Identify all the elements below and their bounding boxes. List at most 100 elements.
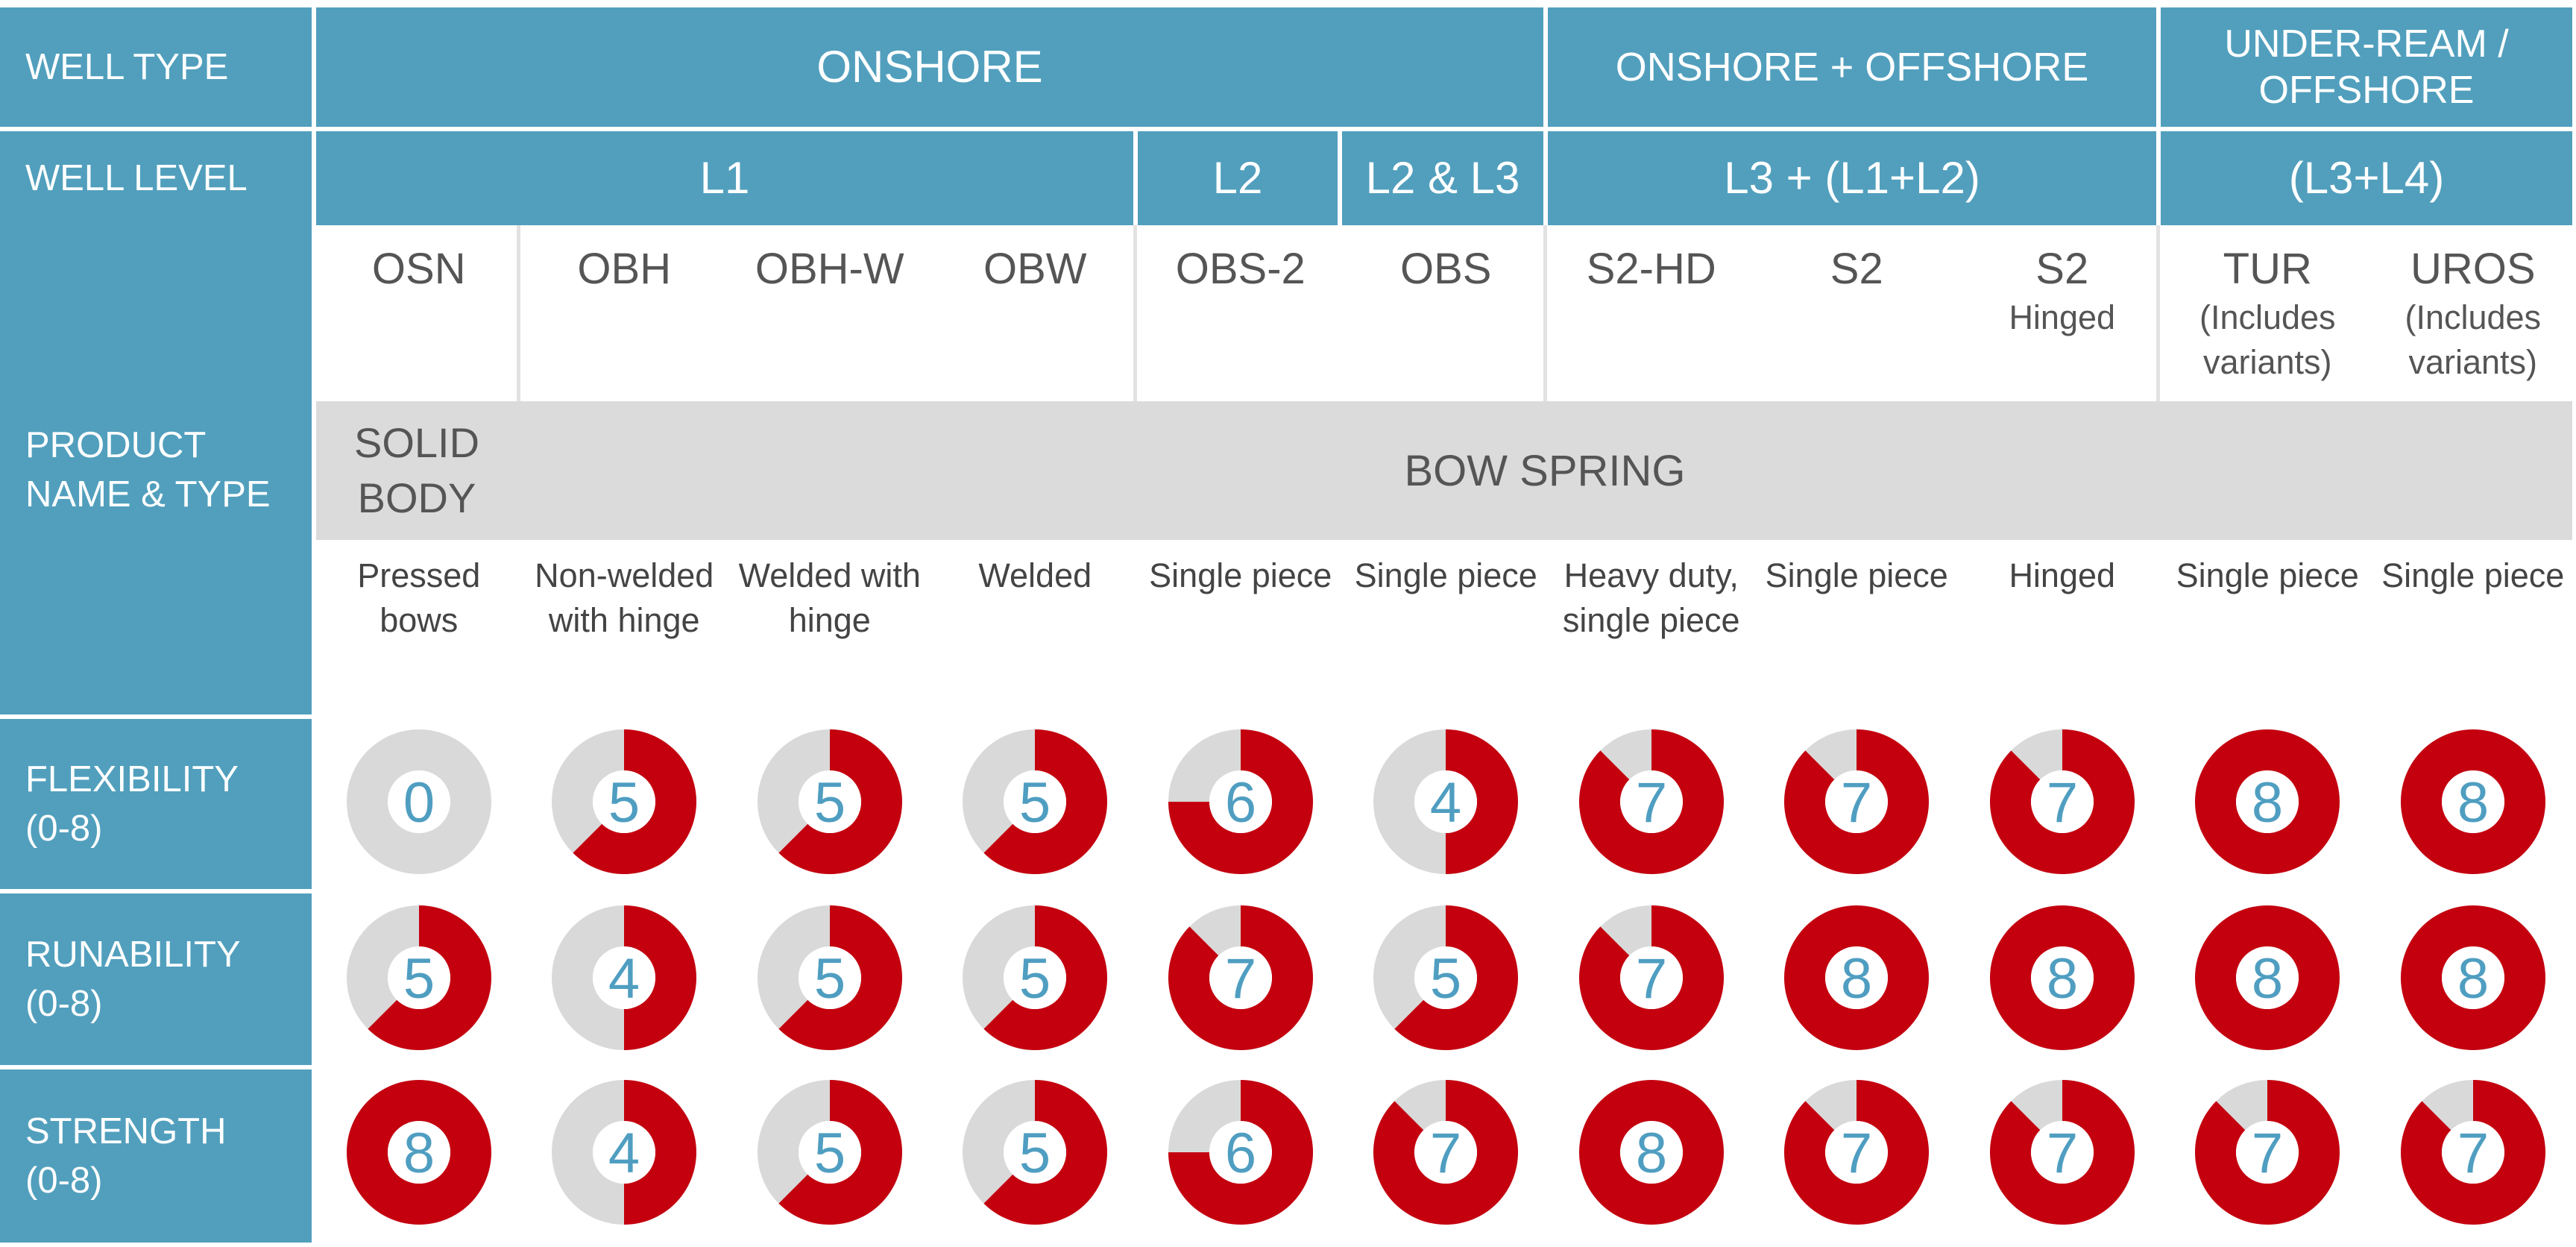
- runability-rating-center: [2030, 946, 2094, 1009]
- product-description-line: Single piece: [1149, 556, 1332, 594]
- runability-rating-value: 5: [1430, 947, 1461, 1011]
- strength-rating-center: [798, 1121, 861, 1184]
- strength-rating-center: [1209, 1121, 1272, 1184]
- flexibility-rating-value: 6: [1225, 771, 1256, 835]
- product-description-line: bows: [380, 601, 459, 639]
- strength-rating-donut: 7: [2195, 1080, 2340, 1225]
- runability-rating-center: [1414, 946, 1478, 1009]
- product-description-line: Heavy duty,: [1563, 556, 1739, 594]
- flexibility-rating-donut: 7: [1578, 729, 1724, 874]
- runability-rating-center: [1619, 946, 1683, 1009]
- product-code: S2-HD: [1586, 245, 1716, 293]
- row-label-runability-line-2: (0-8): [25, 984, 103, 1024]
- runability-rating-fill: [1394, 905, 1519, 1050]
- strength-rating-center: [2236, 1121, 2299, 1184]
- product-description: Welded: [933, 553, 1139, 598]
- runability-rating-donut: 8: [1784, 905, 1930, 1050]
- runability-rating-donut: 5: [757, 905, 902, 1050]
- strength-rating-center: [1004, 1121, 1067, 1184]
- runability-rating-center: [1209, 946, 1272, 1009]
- strength-rating-center: [1825, 1121, 1889, 1184]
- product-code-cell: OBH-W: [727, 243, 933, 295]
- flexibility-rating-donut: 7: [1989, 729, 2135, 874]
- runability-rating-donut: 5: [1373, 905, 1519, 1050]
- flexibility-rating-track: [346, 729, 491, 874]
- well-level-l3-l1-l2-text: L3 + (L1+L2): [1724, 153, 1980, 203]
- flexibility-rating-donut: 4: [1373, 729, 1519, 874]
- row-label-well-level: WELL LEVEL: [0, 131, 312, 225]
- strength-rating-value: 5: [1019, 1122, 1051, 1185]
- runability-rating-fill: [983, 905, 1108, 1050]
- runability-rating-value: 5: [814, 947, 845, 1011]
- flexibility-rating-donut: 0: [346, 729, 491, 874]
- flexibility-rating-fill: [2400, 729, 2545, 874]
- row-label-flexibility-line-1: FLEXIBILITY: [25, 759, 239, 800]
- product-code: S2: [2035, 245, 2089, 293]
- flexibility-rating-center: [1004, 770, 1067, 833]
- flexibility-rating-center: [387, 770, 450, 833]
- flexibility-rating-donut: 6: [1168, 729, 1313, 874]
- strength-rating-fill: [2195, 1080, 2340, 1225]
- strength-rating-fill: [1578, 1080, 1724, 1225]
- strength-rating-donut: 5: [757, 1080, 902, 1225]
- runability-rating-value: 4: [608, 947, 640, 1011]
- strength-rating-value: 5: [814, 1122, 845, 1185]
- flexibility-rating-donut: 8: [2400, 729, 2545, 874]
- product-code-cell: S2 Hinged: [1959, 243, 2165, 340]
- strength-rating-value: 8: [1636, 1122, 1667, 1185]
- well-level-l2: L2: [1138, 131, 1338, 225]
- well-type-onshore: ONSHORE: [316, 7, 1543, 127]
- well-type-under-ream-line-1: UNDER-REAM /: [2224, 22, 2509, 66]
- product-code-note: Hinged: [2009, 298, 2116, 336]
- strength-rating-donut: 7: [1373, 1080, 1519, 1225]
- product-code-cell: OBH: [522, 243, 728, 295]
- runability-rating-value: 5: [1019, 947, 1051, 1011]
- runability-rating-fill: [1989, 905, 2135, 1050]
- runability-rating-value: 8: [2047, 947, 2078, 1011]
- product-code-cell: OBS: [1344, 243, 1549, 295]
- strength-rating-fill: [1784, 1080, 1930, 1225]
- runability-rating-fill: [2400, 905, 2545, 1050]
- runability-rating-donut: 7: [1168, 905, 1313, 1050]
- product-code-cell: OSN: [316, 243, 522, 295]
- row-label-runability: RUNABILITY (0-8): [0, 893, 312, 1065]
- product-code: UROS: [2410, 245, 2536, 293]
- runability-rating-donut: 5: [963, 905, 1108, 1050]
- product-type-solid-body: SOLID BODY: [316, 401, 517, 540]
- flexibility-rating-value: 7: [1636, 771, 1667, 835]
- flexibility-rating-center: [798, 770, 861, 833]
- flexibility-rating-donut: 7: [1784, 729, 1930, 874]
- row-label-well-type: WELL TYPE: [0, 7, 312, 127]
- product-code: OSN: [371, 245, 466, 293]
- flexibility-rating-fill: [1446, 729, 1519, 874]
- runability-rating-fill: [2195, 905, 2340, 1050]
- flexibility-rating-value: 0: [403, 771, 435, 835]
- row-label-well-level-text: WELL LEVEL: [25, 158, 248, 198]
- product-description-line: Pressed: [357, 556, 481, 594]
- strength-rating-value: 4: [608, 1122, 640, 1185]
- strength-rating-donut: 6: [1168, 1080, 1313, 1225]
- product-description: Non-welded with hinge: [522, 553, 728, 643]
- separator-product-1: [517, 225, 520, 401]
- flexibility-rating-donut: 5: [552, 729, 697, 874]
- runability-rating-value: 5: [403, 947, 435, 1011]
- product-description-line: Single piece: [2176, 556, 2359, 594]
- row-label-product-line-2: NAME & TYPE: [25, 474, 271, 515]
- flexibility-rating-center: [2236, 770, 2299, 833]
- flexibility-rating-fill: [1989, 729, 2135, 874]
- product-description-line: Single piece: [1354, 556, 1537, 594]
- product-code: OBH-W: [755, 245, 904, 293]
- row-label-flexibility-line-2: (0-8): [25, 808, 103, 849]
- product-code: OBW: [983, 245, 1087, 293]
- product-code-cell: UROS (Includes variants): [2370, 243, 2576, 385]
- strength-rating-fill: [2400, 1080, 2545, 1225]
- strength-rating-donut: 7: [1989, 1080, 2135, 1225]
- flexibility-rating-donut: 5: [963, 729, 1108, 874]
- runability-rating-donut: 5: [346, 905, 491, 1050]
- product-description: Welded with hinge: [727, 553, 933, 643]
- well-type-onshore-offshore-text: ONSHORE + OFFSHORE: [1615, 45, 2089, 89]
- product-description-line: Non-welded: [535, 556, 714, 594]
- product-type-band: [316, 401, 2572, 540]
- flexibility-rating-fill: [778, 729, 902, 874]
